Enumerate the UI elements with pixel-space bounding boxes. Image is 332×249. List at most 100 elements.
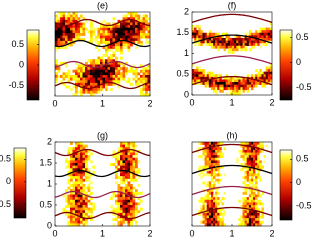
heat-cell xyxy=(87,207,91,211)
heat-cell xyxy=(206,43,210,47)
heat-cell xyxy=(75,30,78,34)
heat-cell xyxy=(238,218,241,222)
heat-cell xyxy=(202,69,205,72)
heat-cell xyxy=(232,76,235,80)
heat-cell xyxy=(217,220,220,224)
heat-cell xyxy=(62,35,66,39)
heat-cell xyxy=(107,75,111,78)
heat-cell xyxy=(112,64,116,68)
heat-cell xyxy=(257,157,260,161)
heat-cell xyxy=(77,212,81,216)
heat-cell xyxy=(100,59,103,63)
heat-cell xyxy=(208,82,212,85)
heat-cell xyxy=(204,215,208,219)
heat-cell xyxy=(132,33,136,36)
heat-cell xyxy=(219,199,222,203)
heat-cell xyxy=(259,32,262,36)
heat-cell xyxy=(142,35,146,39)
heat-cell xyxy=(85,88,88,92)
heat-cell xyxy=(221,84,224,88)
heat-cell xyxy=(253,37,256,41)
heat-cell xyxy=(263,82,266,85)
heat-cell xyxy=(255,181,258,185)
heat-cell xyxy=(62,38,66,42)
heat-cell xyxy=(105,51,108,55)
heat-cell xyxy=(120,48,123,52)
heat-cell xyxy=(130,12,133,15)
heat-cell xyxy=(55,14,58,18)
heat-cell xyxy=(242,149,245,153)
heat-cell xyxy=(242,176,245,180)
heat-cell xyxy=(236,82,239,85)
colorbar-tick-label: -0.5 xyxy=(296,200,312,210)
heat-cell xyxy=(244,218,248,222)
heat-cell xyxy=(248,218,252,222)
heat-cell xyxy=(70,147,73,151)
heat-cell xyxy=(72,155,76,159)
heat-cell xyxy=(60,40,63,44)
heat-cell xyxy=(77,64,81,68)
heat-cell xyxy=(204,184,208,187)
heat-cell xyxy=(112,69,116,73)
heat-cell xyxy=(210,160,214,164)
heat-cell xyxy=(217,157,220,161)
heat-cell xyxy=(215,215,218,219)
heat-cell xyxy=(95,64,98,68)
heat-cell xyxy=(92,59,96,63)
heat-cell xyxy=(246,220,250,224)
heat-cell xyxy=(234,37,237,41)
heat-cell xyxy=(255,176,258,180)
heat-cell xyxy=(234,79,237,83)
heat-cell xyxy=(234,35,237,39)
heat-cell xyxy=(67,178,71,182)
heat-cell xyxy=(117,67,121,71)
heat-cell xyxy=(140,64,143,68)
heat-cell xyxy=(213,152,216,156)
heat-cell xyxy=(80,88,83,92)
heat-cell xyxy=(85,149,88,153)
heat-cell xyxy=(202,32,205,36)
heat-cell xyxy=(95,88,98,92)
heat-cell xyxy=(208,184,212,187)
heat-cell xyxy=(110,210,113,214)
heat-cell xyxy=(135,191,138,195)
heat-cell xyxy=(72,176,76,180)
heat-cell xyxy=(125,142,128,145)
heat-cell xyxy=(72,205,76,208)
heat-cell xyxy=(100,56,103,60)
heat-cell xyxy=(244,160,248,164)
heat-cell xyxy=(196,35,199,39)
heat-cell xyxy=(107,56,111,60)
heat-cell xyxy=(250,215,254,219)
heat-cell xyxy=(232,48,235,52)
heat-cell xyxy=(87,88,91,92)
heat-cell xyxy=(107,69,111,73)
colorbar-tick-label: -0.5 xyxy=(0,199,11,209)
heat-cell xyxy=(80,220,83,224)
heat-cell xyxy=(67,202,71,206)
heat-cell xyxy=(97,67,101,71)
heat-cell xyxy=(225,40,229,44)
heat-cell xyxy=(127,69,131,73)
heat-cell xyxy=(117,35,121,39)
heat-cell xyxy=(253,205,256,208)
heat-cell xyxy=(65,64,68,68)
heat-cell xyxy=(125,35,128,39)
heat-cell xyxy=(210,197,214,201)
heat-cell xyxy=(238,87,241,91)
heat-cell xyxy=(77,30,81,34)
heat-cell xyxy=(117,147,121,151)
heat-cell xyxy=(210,199,214,203)
heat-cell xyxy=(132,152,136,156)
heat-cell xyxy=(67,22,71,26)
heat-cell xyxy=(70,205,73,208)
heat-cell xyxy=(115,67,118,71)
heat-cell xyxy=(62,43,66,47)
heat-cell xyxy=(242,191,245,195)
heat-cell xyxy=(117,40,121,44)
heat-cell xyxy=(57,35,61,39)
heat-cell xyxy=(248,160,252,164)
heat-cell xyxy=(120,210,123,214)
heat-cell xyxy=(208,191,212,195)
heat-cell xyxy=(132,155,136,159)
